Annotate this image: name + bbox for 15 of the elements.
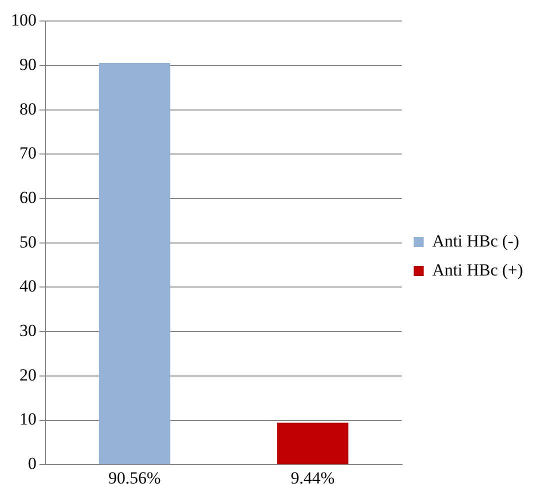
x-tick-label: 90.56% [108,468,161,488]
y-tick-label: 90 [20,55,36,74]
y-tick-label: 10 [20,410,36,429]
y-tick-label: 70 [20,144,36,163]
legend-label: Anti HBc (+) [432,260,524,280]
y-tick-label: 50 [20,232,36,252]
y-tick-label: 80 [20,99,36,118]
y-tick-label: 20 [20,365,36,384]
x-tick-label: 9.44% [290,468,335,488]
y-tick-label: 40 [20,276,36,296]
legend-label: Anti HBc (-) [432,231,520,250]
y-tick-label: 60 [20,188,36,208]
y-tick-label: 0 [28,454,36,474]
y-tick-label: 30 [20,321,36,340]
y-tick-label: 100 [11,10,36,30]
